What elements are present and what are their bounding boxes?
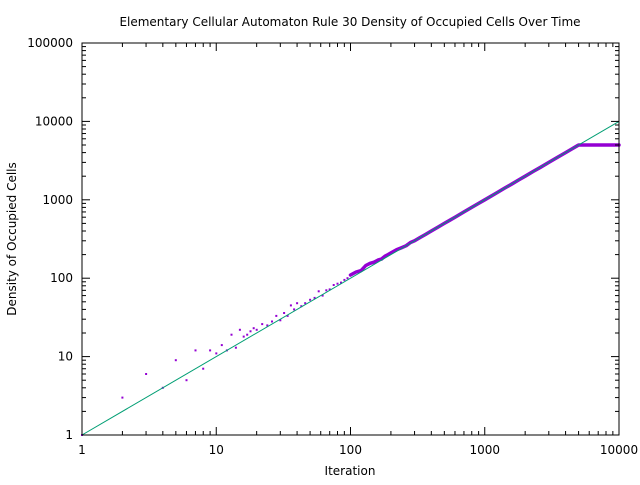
data-point (289, 304, 292, 307)
data-point (373, 261, 376, 264)
data-point (395, 248, 398, 251)
data-point (296, 302, 299, 305)
data-point (304, 302, 307, 305)
data-point (409, 241, 412, 244)
data-point (611, 144, 614, 146)
data-point (325, 289, 328, 292)
data-point (592, 144, 595, 146)
x-axis-label: Iteration (325, 464, 376, 478)
data-point (252, 327, 255, 330)
data-point (608, 144, 611, 146)
y-tick-label: 1000 (42, 193, 73, 207)
data-point (321, 294, 324, 297)
x-tick-label: 100 (339, 443, 362, 457)
y-tick-label: 1 (65, 428, 73, 442)
data-point (283, 312, 286, 314)
data-point (380, 258, 383, 261)
data-point (332, 284, 335, 286)
data-point (255, 328, 258, 331)
y-tick-label: 100 (50, 271, 73, 285)
axis-ticks: 1 10 100 1000 10000 1 10 100 1000 10000 100000 (27, 36, 638, 457)
data-point (340, 281, 342, 284)
data-point (328, 288, 331, 291)
data-band (348, 143, 621, 277)
data-point (346, 277, 349, 280)
data-point (209, 349, 212, 352)
data-point (230, 333, 233, 336)
chart-title: Elementary Cellular Automaton Rule 30 De… (119, 15, 580, 29)
data-point (349, 274, 352, 276)
x-tick-label: 10000 (600, 443, 638, 457)
data-point (309, 298, 312, 301)
data-point (266, 324, 269, 327)
data-point (174, 359, 177, 362)
data-point (286, 314, 289, 317)
data-point (597, 144, 600, 146)
plot-area (81, 120, 621, 436)
x-tick-label: 10 (209, 443, 224, 457)
reference-line (81, 120, 620, 436)
data-point (583, 144, 586, 146)
data-point (376, 259, 379, 262)
data-point (383, 255, 386, 258)
y-tick-label: 10 (58, 350, 73, 364)
data-point (121, 396, 124, 399)
y-axis-label: Density of Occupied Cells (5, 162, 19, 316)
data-point (215, 352, 218, 355)
data-point (271, 320, 273, 323)
data-point (601, 144, 604, 146)
data-point (194, 349, 197, 352)
data-point (364, 264, 367, 267)
data-point (400, 246, 403, 249)
data-point (369, 262, 372, 265)
data-point (185, 379, 188, 382)
data-point (279, 319, 282, 322)
data-point (220, 344, 223, 347)
data-point (355, 271, 358, 273)
data-point (246, 333, 249, 336)
y-tick-label: 10000 (35, 114, 73, 128)
data-point (360, 269, 363, 272)
data-point (386, 253, 389, 256)
data-point (238, 328, 241, 331)
data-point (300, 305, 303, 308)
data-point (202, 367, 205, 370)
data-point (145, 373, 148, 375)
data-point (242, 335, 245, 338)
data-point (317, 290, 320, 293)
data-point (343, 278, 346, 281)
data-point (389, 251, 392, 254)
y-tick-label: 100000 (27, 36, 73, 50)
x-tick-label: 1 (78, 443, 86, 457)
data-point (275, 314, 278, 317)
x-tick-label: 1000 (469, 443, 500, 457)
data-point (605, 144, 607, 146)
data-point (261, 323, 264, 326)
data-point (234, 346, 237, 349)
data-point (293, 308, 296, 311)
plot-frame (81, 42, 620, 436)
data-point (249, 330, 252, 333)
data-point (588, 144, 591, 146)
data-point (336, 282, 339, 285)
data-point (313, 296, 316, 299)
